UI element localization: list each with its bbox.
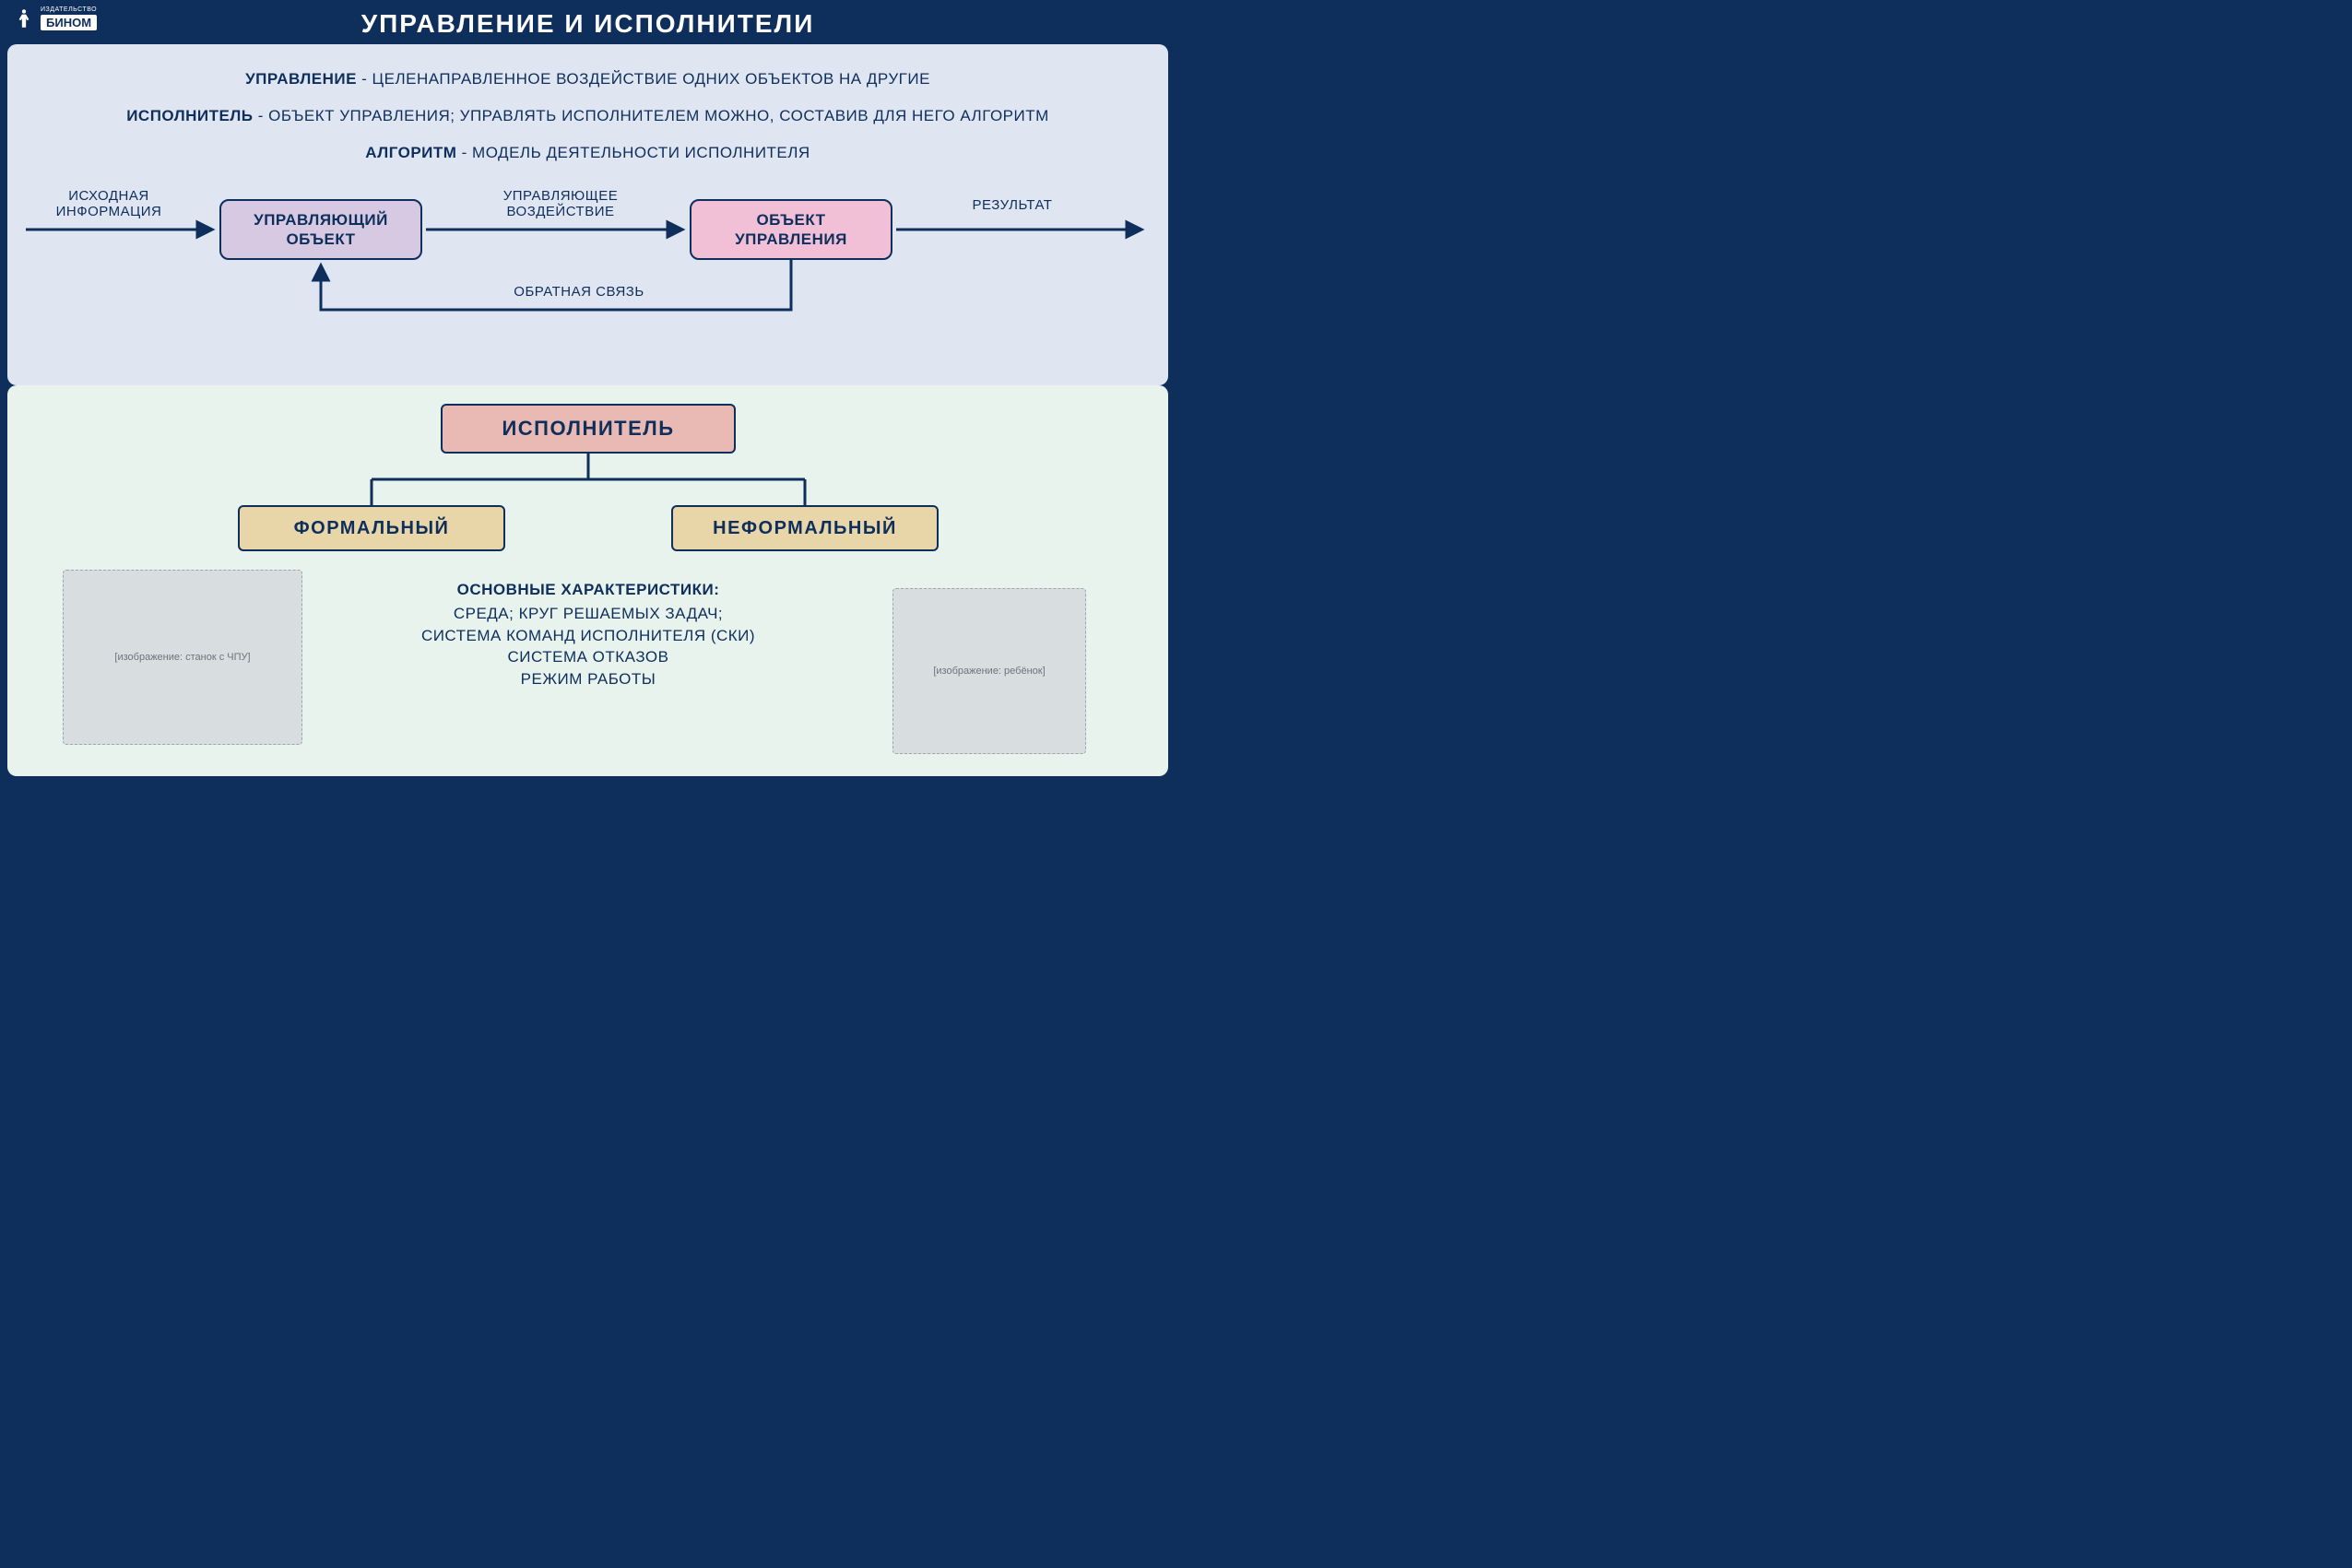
definition-line: УПРАВЛЕНИЕ - ЦЕЛЕНАПРАВЛЕННОЕ ВОЗДЕЙСТВИ… bbox=[7, 70, 1168, 88]
executor-tree-panel: ИСПОЛНИТЕЛЬ ФОРМАЛЬНЫЙ НЕФОРМАЛЬНЫЙ ОСНОВНЫ… bbox=[7, 385, 1168, 776]
characteristics-line: СИСТЕМА ОТКАЗОВ bbox=[376, 646, 800, 668]
publisher-label: ИЗДАТЕЛЬСТВО bbox=[41, 6, 97, 13]
def-term: УПРАВЛЕНИЕ bbox=[245, 70, 357, 88]
characteristics-line: СРЕДА; КРУГ РЕШАЕМЫХ ЗАДАЧ; bbox=[376, 603, 800, 625]
tree-node-formal: ФОРМАЛЬНЫЙ bbox=[238, 505, 505, 551]
def-text: - МОДЕЛЬ ДЕЯТЕЛЬНОСТИ ИСПОЛНИТЕЛЯ bbox=[456, 144, 810, 161]
page-title: УПРАВЛЕНИЕ И ИСПОЛНИТЕЛИ bbox=[0, 0, 1176, 39]
image-placeholder-informal: [изображение: ребёнок] bbox=[892, 588, 1086, 754]
def-term: АЛГОРИТМ bbox=[365, 144, 456, 161]
def-text: - ОБЪЕКТ УПРАВЛЕНИЯ; УПРАВЛЯТЬ ИСПОЛНИТЕ… bbox=[254, 107, 1049, 124]
characteristics-header: ОСНОВНЫЕ ХАРАКТЕРИСТИКИ: bbox=[376, 579, 800, 601]
image-placeholder-formal: [изображение: станок с ЧПУ] bbox=[63, 570, 302, 745]
flow-node-controller: УПРАВЛЯЮЩИЙ ОБЪЕКТ bbox=[219, 199, 422, 260]
def-term: ИСПОЛНИТЕЛЬ bbox=[126, 107, 253, 124]
characteristics-block: ОСНОВНЫЕ ХАРАКТЕРИСТИКИ:СРЕДА; КРУГ РЕША… bbox=[376, 579, 800, 690]
control-flow-diagram: УПРАВЛЯЮЩИЙ ОБЪЕКТ ОБЪЕКТ УПРАВЛЕНИЯ ИСХОД… bbox=[7, 181, 1168, 328]
flow-label-action: УПРАВЛЯЮЩЕЕ ВОЗДЕЙСТВИЕ bbox=[468, 188, 653, 219]
flow-label-output: РЕЗУЛЬТАТ bbox=[957, 197, 1068, 213]
definition-line: ИСПОЛНИТЕЛЬ - ОБЪЕКТ УПРАВЛЕНИЯ; УПРАВЛЯ… bbox=[7, 107, 1168, 125]
logo-person-icon bbox=[11, 6, 37, 31]
executor-tree: ИСПОЛНИТЕЛЬ ФОРМАЛЬНЫЙ НЕФОРМАЛЬНЫЙ ОСНОВНЫ… bbox=[7, 385, 1168, 776]
characteristics-line: РЕЖИМ РАБОТЫ bbox=[376, 668, 800, 690]
definition-line: АЛГОРИТМ - МОДЕЛЬ ДЕЯТЕЛЬНОСТИ ИСПОЛНИТЕ… bbox=[7, 144, 1168, 162]
flow-node-controlled: ОБЪЕКТ УПРАВЛЕНИЯ bbox=[690, 199, 892, 260]
publisher-name: БИНОМ bbox=[41, 15, 97, 30]
flow-label-feedback: ОБРАТНАЯ СВЯЗЬ bbox=[487, 284, 671, 300]
flow-label-input: ИСХОДНАЯ ИНФОРМАЦИЯ bbox=[35, 188, 183, 219]
definitions-block: УПРАВЛЕНИЕ - ЦЕЛЕНАПРАВЛЕННОЕ ВОЗДЕЙСТВИ… bbox=[7, 44, 1168, 162]
definitions-and-flow-panel: УПРАВЛЕНИЕ - ЦЕЛЕНАПРАВЛЕННОЕ ВОЗДЕЙСТВИ… bbox=[7, 44, 1168, 385]
def-text: - ЦЕЛЕНАПРАВЛЕННОЕ ВОЗДЕЙСТВИЕ ОДНИХ ОБЪ… bbox=[357, 70, 930, 88]
tree-node-root: ИСПОЛНИТЕЛЬ bbox=[441, 404, 736, 454]
publisher-logo: ИЗДАТЕЛЬСТВО БИНОМ bbox=[11, 6, 97, 31]
characteristics-line: СИСТЕМА КОМАНД ИСПОЛНИТЕЛЯ (СКИ) bbox=[376, 625, 800, 647]
tree-node-informal: НЕФОРМАЛЬНЫЙ bbox=[671, 505, 939, 551]
